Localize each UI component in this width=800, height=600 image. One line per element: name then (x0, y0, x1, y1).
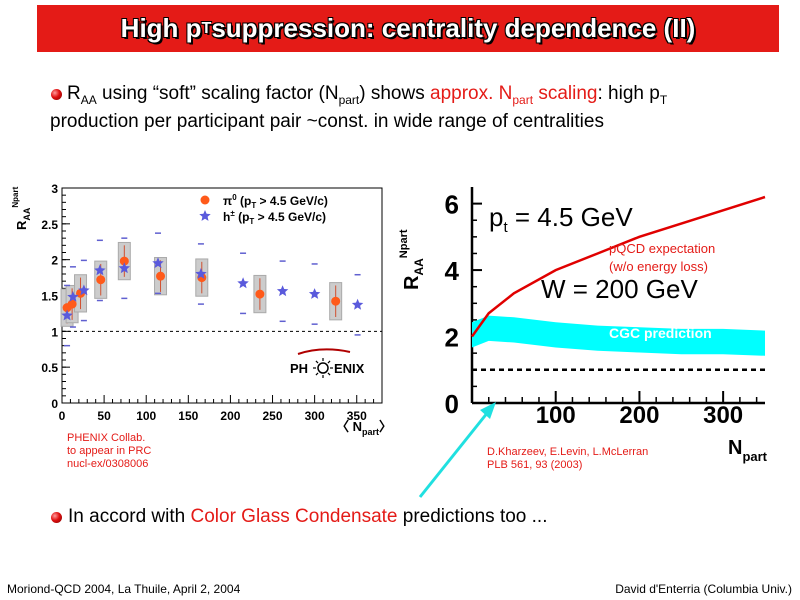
y-tick-label: 4 (445, 256, 460, 286)
pt-annotation: pt = 4.5 GeV (489, 202, 633, 236)
y-tick-label: 6 (445, 190, 459, 220)
hpm-point (152, 257, 164, 269)
energy-annotation: W = 200 GeV (541, 274, 698, 304)
hpm-point (237, 277, 249, 289)
bullet-2: In accord with Color Glass Condensate pr… (68, 506, 548, 527)
pi0-point (255, 289, 265, 299)
footer-left: Moriond-QCD 2004, La Thuile, April 2, 20… (7, 582, 241, 596)
logo-swoosh (297, 348, 351, 355)
x-tick-label: 50 (97, 409, 111, 423)
x-tick-label: 300 (305, 409, 325, 423)
phenix-reference: PHENIX Collab. to appear in PRC nucl-ex/03… (67, 432, 152, 470)
legend-entry: h± (pT > 4.5 GeV/c) (223, 209, 326, 226)
y-tick-label: 0.5 (41, 361, 58, 375)
pi0-point (156, 271, 166, 281)
x-tick-label: 250 (263, 409, 283, 423)
x-axis-label: 〈 Npart〉 (336, 419, 392, 437)
hpm-point (118, 262, 130, 274)
x-tick-label: 200 (220, 409, 240, 423)
y-tick-label: 1.5 (41, 290, 58, 304)
x-tick-label: 200 (619, 402, 659, 429)
y-tick-label: 1 (51, 325, 58, 339)
pi0-point (119, 256, 129, 266)
y-tick-label: 3 (51, 182, 58, 196)
bullet-1-line-1: RAA using “soft” scaling factor (Npart) … (67, 83, 668, 107)
logo-text: PH (290, 361, 308, 376)
arrow-line (418, 411, 490, 498)
x-tick-label: 0 (59, 409, 66, 423)
y-tick-label: 0 (445, 389, 459, 419)
hpm-point (308, 288, 321, 299)
y-tick-label: 2.5 (41, 218, 58, 232)
cgc-band (472, 315, 765, 356)
y-tick-label: 0 (51, 397, 58, 411)
sun-icon (317, 362, 329, 374)
hpm-point (78, 284, 90, 296)
x-tick-label: 100 (536, 402, 576, 429)
legend-entry: π0 (pT > 4.5 GeV/c) (223, 193, 328, 210)
legend-pi0-marker (200, 195, 210, 205)
hpm-point (276, 285, 289, 297)
cgc-label: CGC prediction (609, 325, 712, 341)
x-axis-label: Npart (728, 437, 768, 464)
arrow-head (480, 402, 496, 419)
y-axis-label: RAANpart (11, 186, 32, 230)
pi0-point (67, 299, 77, 309)
bullet-icon (51, 512, 62, 523)
hpm-point (94, 264, 106, 276)
x-tick-label: 350 (347, 409, 367, 423)
hpm-point (195, 268, 207, 279)
sun-ray (327, 360, 331, 364)
pi0-point (96, 275, 106, 285)
logo-text: ENIX (334, 361, 365, 376)
y-tick-label: 2 (51, 254, 58, 268)
y-axis-label: RAANpart (398, 229, 426, 290)
bullet-1-line-2: production per participant pair ~const. … (50, 111, 604, 132)
sun-ray (327, 372, 331, 376)
kharzeev-reference: D.Kharzeev, E.Levin, L.McLerran PLB 561, … (487, 446, 649, 471)
x-tick-label: 150 (178, 409, 198, 423)
y-tick-label: 2 (445, 323, 459, 353)
hpm-point (351, 298, 364, 310)
pqcd-curve (470, 195, 766, 338)
x-tick-label: 300 (703, 402, 743, 429)
hpm-point (67, 290, 79, 302)
hpm-point (61, 309, 73, 321)
sun-ray (315, 372, 319, 376)
sun-ray (315, 360, 319, 364)
bullet-icon (51, 89, 62, 100)
pqcd-label: (w/o energy loss) (609, 259, 708, 274)
pi0-point (331, 296, 341, 306)
pqcd-label: pQCD expectation (609, 241, 715, 256)
legend-hpm-marker (199, 210, 211, 221)
x-tick-label: 100 (136, 409, 156, 423)
footer-right: David d'Enterria (Columbia Univ.) (615, 582, 792, 596)
